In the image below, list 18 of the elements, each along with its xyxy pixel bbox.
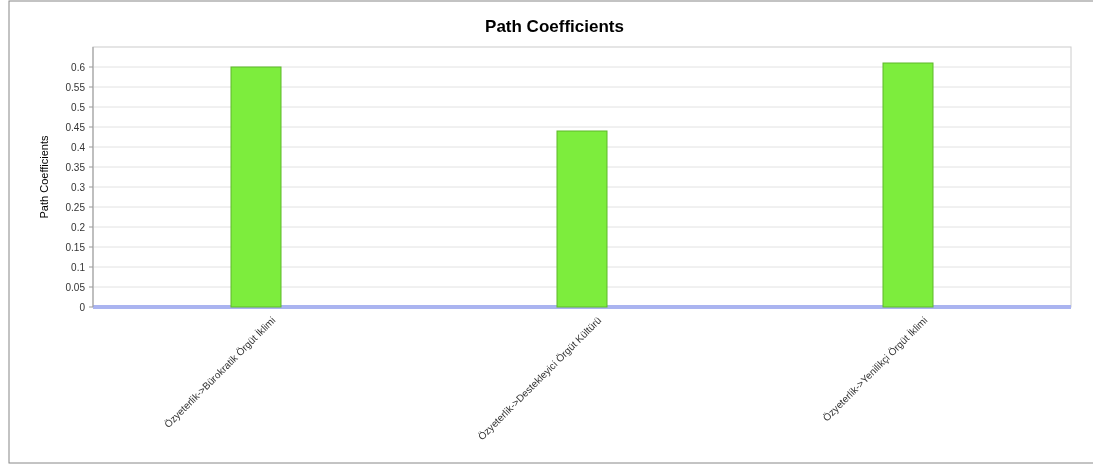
y-tick-label: 0.4 [71,141,86,153]
chart-title: Path Coefficients [485,17,624,36]
y-tick-label: 0.15 [65,241,86,253]
bar [556,130,608,308]
y-tick-label: 0 [79,301,86,313]
bar [230,66,282,308]
y-tick-label: 0.35 [65,161,86,173]
y-axis-title: Path Coefficients [38,135,50,219]
y-tick-label: 0.2 [71,221,86,233]
y-tick-label: 0.3 [71,181,86,193]
bar [882,62,934,308]
y-tick-label: 0.55 [65,81,86,93]
y-tick-label: 0.05 [65,281,86,293]
y-tick-label: 0.1 [71,261,86,273]
y-tick-label: 0.25 [65,201,86,213]
y-tick-label: 0.6 [71,61,86,73]
y-tick-label: 0.5 [71,101,86,113]
y-tick-label: 0.45 [65,121,86,133]
